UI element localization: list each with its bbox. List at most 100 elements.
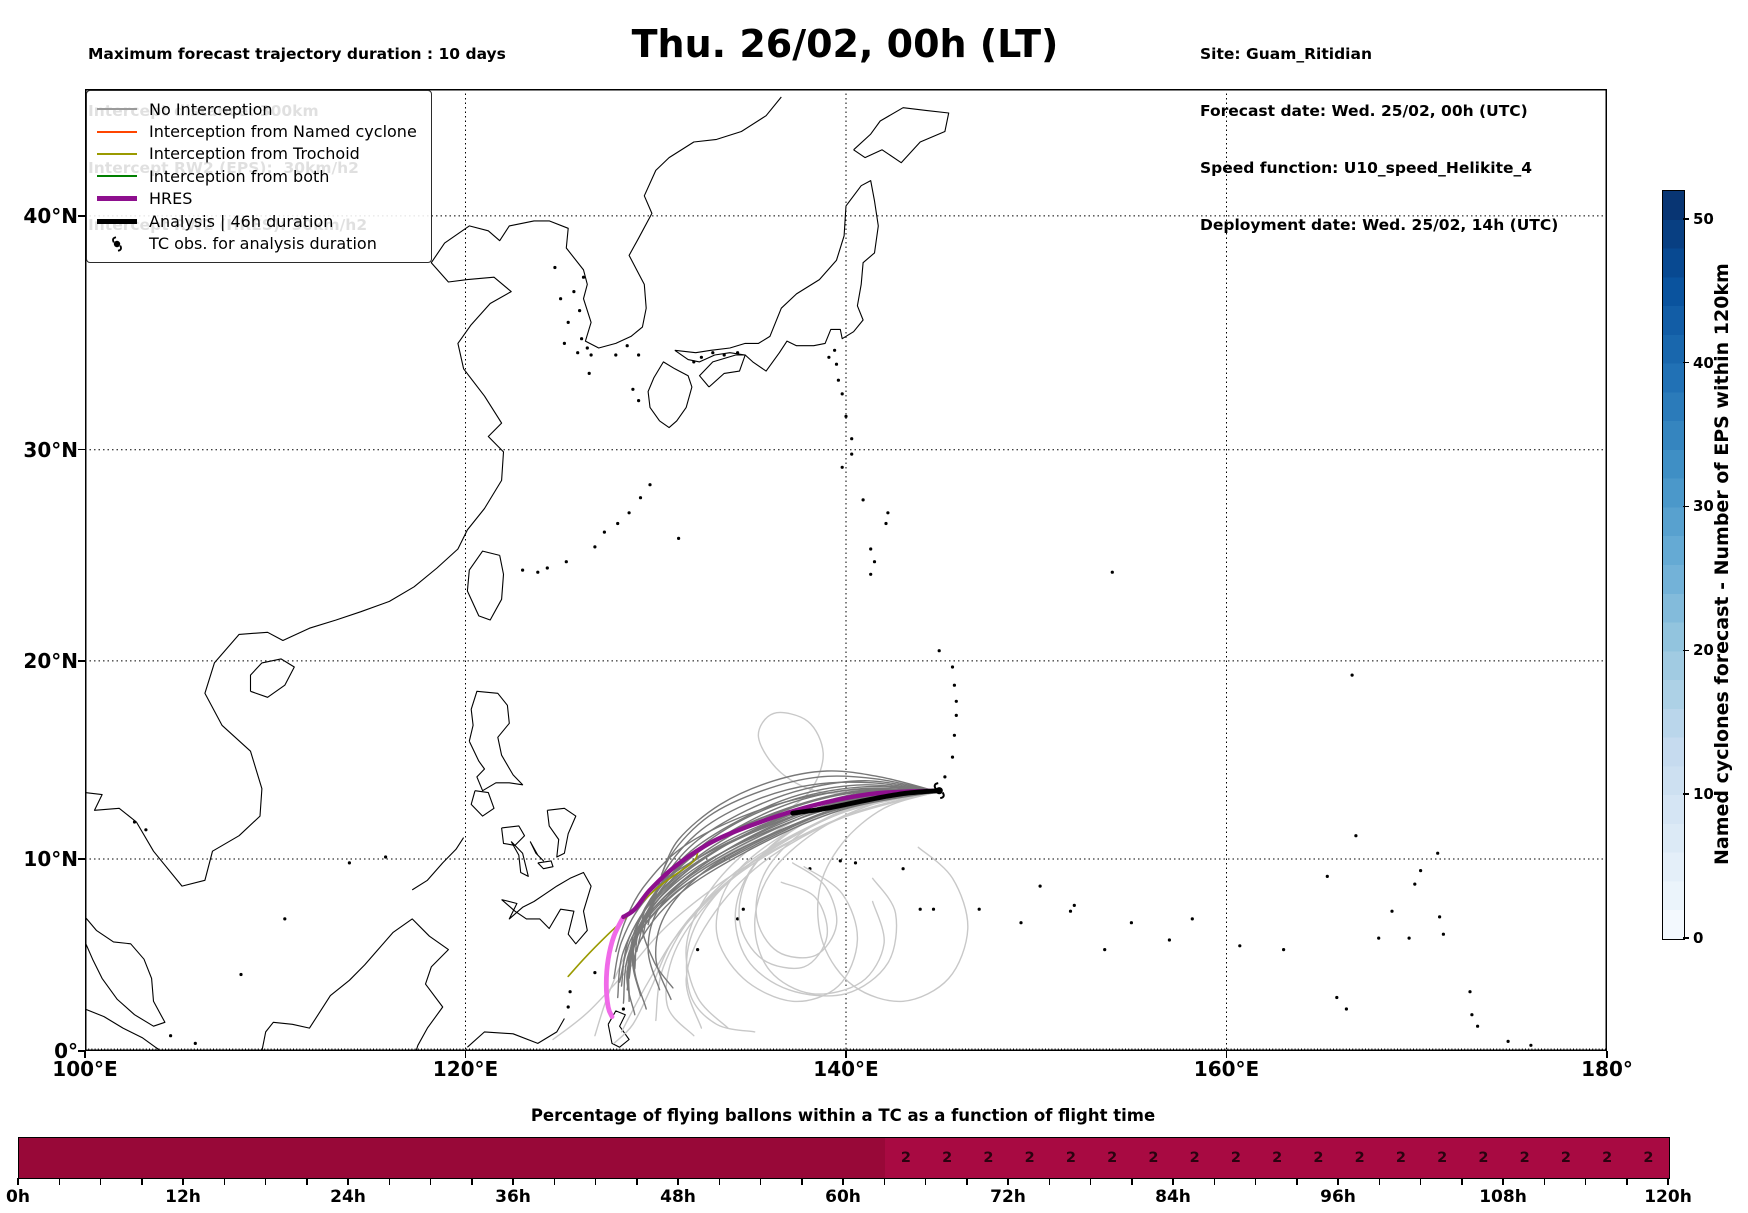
- island-dot: [869, 572, 873, 576]
- island-dot: [1506, 1039, 1510, 1043]
- strip-hour-label: 72h: [990, 1187, 1026, 1207]
- island-dot: [1038, 884, 1042, 888]
- island-dot: [1407, 936, 1411, 940]
- island-dot: [614, 353, 618, 357]
- strip-value-label: 2: [900, 1150, 911, 1166]
- track-no-interception-eps-tracks-: [655, 775, 938, 895]
- coastline: [698, 354, 746, 388]
- island-dot: [384, 855, 388, 859]
- strip-tick: [99, 1178, 102, 1185]
- strip-tick: [223, 1178, 225, 1185]
- island-dot: [283, 917, 287, 921]
- island-dot: [536, 570, 540, 574]
- legend-item-label: No Interception: [149, 99, 273, 119]
- island-dot: [193, 1041, 197, 1045]
- strip-tick: [1626, 1178, 1628, 1185]
- lat-tick-label: 30°N: [23, 437, 78, 462]
- island-dot: [581, 275, 586, 279]
- coastline: [467, 1018, 565, 1048]
- island-dot: [572, 290, 576, 294]
- island-dot: [593, 545, 597, 549]
- island-dot: [559, 297, 563, 301]
- strip-tick: [1254, 1178, 1257, 1185]
- coastline: [501, 825, 526, 846]
- island-dot: [1476, 1024, 1480, 1028]
- island-dot: [838, 859, 842, 863]
- coastline: [510, 841, 529, 877]
- legend-item-label: TC obs. for analysis duration: [149, 234, 377, 254]
- island-dot: [1325, 874, 1329, 879]
- island-dot: [937, 649, 941, 653]
- legend-line-swatch: [97, 196, 137, 202]
- island-dot: [1238, 944, 1242, 948]
- strip-value-label: 2: [1560, 1150, 1571, 1166]
- coastline: [546, 807, 577, 858]
- tc-obs-marker: [933, 782, 945, 800]
- island-dot: [562, 341, 566, 345]
- island-dot: [943, 775, 947, 779]
- legend-item-label: Interception from Trochoid: [149, 144, 360, 164]
- legend-item-label: Interception from both: [149, 166, 330, 186]
- island-dot: [950, 755, 955, 759]
- track-no-interception-eps-tracks-: [651, 781, 938, 910]
- coastline: [249, 658, 295, 698]
- map-canvas: [85, 89, 1607, 1051]
- strip-tick: [1007, 1178, 1009, 1185]
- island-dot: [1072, 903, 1076, 908]
- colorbar-tick-label: 50: [1693, 209, 1714, 228]
- lon-tick: [1225, 1051, 1228, 1058]
- strip-value-label: 2: [1519, 1150, 1530, 1166]
- legend-line-swatch: [97, 130, 137, 133]
- strip-tick: [801, 1178, 803, 1185]
- track-hres: [621, 788, 941, 920]
- strip-tick: [924, 1178, 927, 1185]
- strip-value-label: 2: [1602, 1150, 1613, 1166]
- island-dot: [1282, 948, 1286, 952]
- island-dot: [1438, 915, 1442, 919]
- island-dot: [631, 387, 635, 391]
- island-dot: [840, 465, 844, 469]
- strip-tick: [1378, 1178, 1380, 1185]
- island-dot: [638, 496, 643, 500]
- colorbar-label: Named cyclones forecast - Number of EPS …: [1711, 263, 1733, 865]
- coastline: [674, 180, 879, 372]
- track-no-interception-eps-tracks-: [641, 784, 938, 939]
- island-dot: [580, 337, 584, 341]
- strip-tick: [966, 1178, 968, 1185]
- strip-tick: [883, 1178, 885, 1185]
- legend-item: HRES: [97, 188, 417, 210]
- lon-tick-label: 180°: [1581, 1057, 1633, 1081]
- strip-value-label: 2: [1354, 1150, 1365, 1166]
- strip-tick: [264, 1178, 267, 1185]
- colorbar-tick: [1683, 361, 1689, 364]
- island-dot: [1354, 834, 1358, 838]
- strip-bar: 2 2 2 2 2 2 2 2 2 2 2 2 2 2 2 2 2 2 2: [18, 1137, 1670, 1179]
- legend-item-label: Interception from Named cyclone: [149, 122, 417, 142]
- strip-hour-label: 96h: [1320, 1187, 1356, 1207]
- strip-value-label: 2: [1437, 1150, 1448, 1166]
- lat-tick-label: 40°N: [23, 203, 78, 228]
- strip-tick: [1502, 1178, 1504, 1185]
- island-dot: [576, 351, 580, 355]
- strip-tick: [636, 1178, 638, 1185]
- colorbar: [1662, 190, 1685, 940]
- island-dot: [853, 861, 858, 865]
- island-dot: [144, 828, 148, 832]
- island-dot: [952, 733, 957, 737]
- colorbar-tick-label: 20: [1693, 641, 1714, 660]
- track-no-interception-faded-eps-tracks-: [816, 791, 969, 1003]
- island-dot: [741, 907, 745, 911]
- island-dot: [869, 547, 873, 551]
- legend-item: Interception from Trochoid: [97, 143, 417, 165]
- island-dot: [564, 560, 568, 564]
- island-dot: [840, 392, 844, 396]
- island-dot: [954, 699, 958, 703]
- island-dot: [861, 498, 865, 502]
- legend-item-label: Analysis | 46h duration: [149, 211, 334, 231]
- track-no-interception-eps-tracks-: [660, 770, 938, 876]
- strip-tick: [1419, 1178, 1422, 1185]
- colorbar-tick-label: 30: [1693, 497, 1714, 516]
- island-dot: [836, 378, 841, 382]
- lat-tick-label: 0°: [54, 1039, 78, 1063]
- track-no-interception-faded-eps-tracks-: [620, 791, 938, 1033]
